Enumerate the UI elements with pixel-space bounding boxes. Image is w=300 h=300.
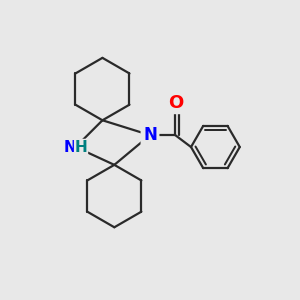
Text: N: N bbox=[143, 126, 157, 144]
Text: N: N bbox=[64, 140, 77, 154]
Text: O: O bbox=[168, 94, 183, 112]
Text: H: H bbox=[75, 140, 87, 154]
